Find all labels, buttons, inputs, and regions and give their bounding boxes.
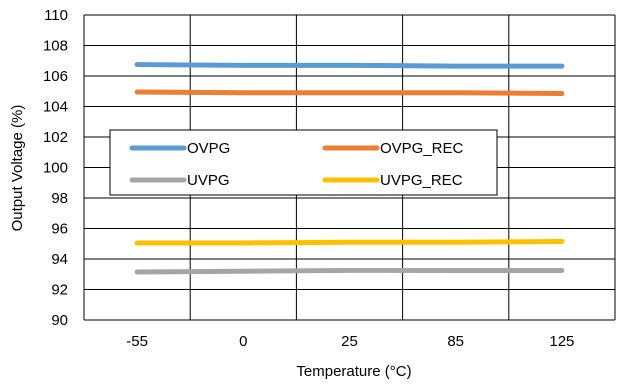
- y-tick-label: 110: [44, 7, 68, 24]
- y-tick-label: 102: [43, 129, 68, 146]
- x-tick-label: 0: [239, 333, 247, 350]
- x-axis-title: Temperature (°C): [296, 363, 411, 380]
- y-tick-label: 92: [51, 282, 68, 299]
- x-tick-label: 25: [341, 333, 358, 350]
- y-axis-tick-labels: 90 92 94 96 98 100 102 104 106 108 110: [43, 7, 68, 329]
- chart-legend: OVPG OVPG_REC UVPG UVPG_REC: [109, 129, 498, 196]
- x-tick-label: 125: [549, 333, 574, 350]
- y-tick-label: 106: [43, 68, 68, 85]
- legend-label: UVPG: [187, 172, 230, 189]
- series-line-uvpg-rec: [134, 238, 565, 246]
- legend-box: [109, 129, 498, 196]
- y-tick-label: 108: [43, 38, 68, 55]
- y-tick-label: 96: [51, 221, 68, 238]
- y-tick-label: 98: [51, 190, 68, 207]
- x-axis-tick-labels: -55 0 25 85 125: [126, 333, 574, 350]
- legend-label: OVPG: [187, 140, 230, 157]
- series-line-ovpg: [134, 62, 565, 69]
- legend-label: OVPG_REC: [380, 140, 464, 157]
- y-axis-title: Output Voltage (%): [9, 105, 26, 232]
- y-tick-label: 100: [43, 160, 68, 177]
- series-line-uvpg: [134, 267, 565, 275]
- legend-label: UVPG_REC: [380, 172, 463, 189]
- x-tick-label: -55: [126, 333, 148, 350]
- y-tick-label: 104: [43, 99, 68, 116]
- x-tick-label: 85: [447, 333, 464, 350]
- y-tick-label: 90: [51, 312, 68, 329]
- chart-series: [134, 62, 565, 275]
- series-line-ovpg-rec: [134, 89, 565, 97]
- y-tick-label: 94: [51, 251, 68, 268]
